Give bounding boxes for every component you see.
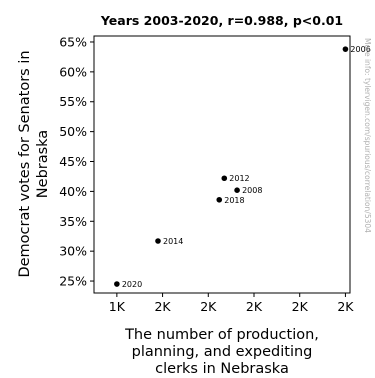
x-axis: 1K 2K 2K 2K 2K 2K [109,293,354,314]
point-label: 2006 [350,45,370,54]
data-point [114,281,120,287]
y-tick-label: 60% [59,64,87,79]
x-tick-label: 2K [292,299,309,314]
y-tick-label: 40% [59,184,87,199]
data-point [234,187,240,193]
y-axis-label: Democrat votes for Senators in Nebraska [17,50,51,277]
point-label: 2018 [224,196,244,205]
data-point [155,238,161,244]
y-tick-label: 50% [59,124,87,139]
y-tick-label: 30% [59,244,87,259]
y-axis: 25% 30% 35% 40% 45% 50% 55% 60% 65% [59,34,94,289]
point-label: 2014 [163,237,183,246]
x-tick-label: 2K [154,299,171,314]
y-tick-label: 55% [59,94,87,109]
y-tick-label: 45% [59,154,87,169]
y-tick-label: 25% [59,274,87,289]
y-axis-label-line: Democrat votes for Senators in [17,50,33,277]
watermark: More info: tylervigen.com/spurious/corre… [363,38,372,233]
y-tick-label: 35% [59,214,87,229]
x-axis-label-line: The number of production, [124,327,319,343]
y-axis-label-line: Nebraska [35,130,51,198]
x-tick-label: 2K [246,299,263,314]
point-label: 2012 [229,174,249,183]
chart-title: Years 2003-2020, r=0.988, p<0.01 [100,13,343,28]
x-tick-label: 2K [337,299,354,314]
data-point [221,175,228,182]
x-tick-label: 2K [200,299,217,314]
x-tick-label: 1K [109,299,126,314]
data-point [216,196,223,203]
data-point [342,46,349,52]
point-label: 2008 [242,186,262,195]
x-axis-label-line: planning, and expediting [132,344,313,360]
point-label: 2020 [122,280,142,289]
x-axis-label-line: clerks in Nebraska [155,361,289,377]
y-tick-label: 65% [59,34,87,49]
plot-frame [93,35,351,294]
data-points: 2020 2014 2018 2012 2008 2006 [114,45,371,289]
x-axis-label: The number of production,planning, and e… [124,327,319,377]
